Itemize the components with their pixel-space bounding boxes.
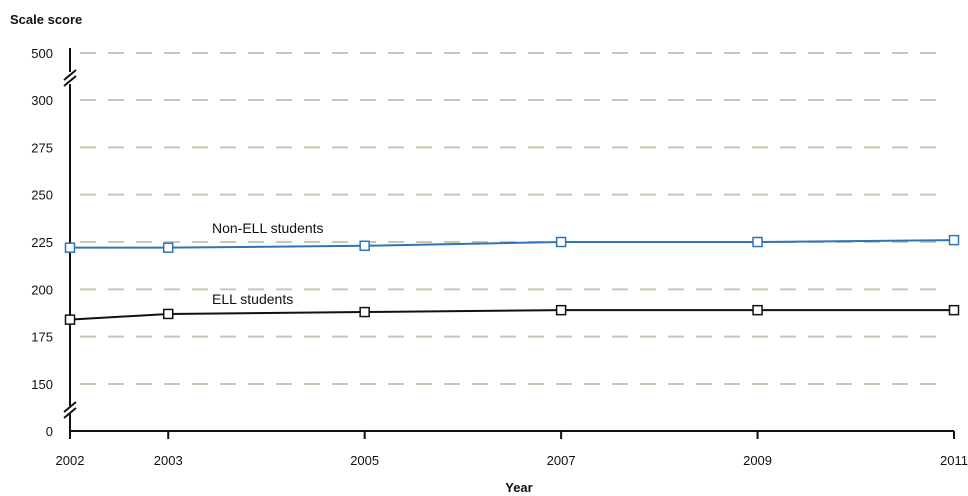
data-point bbox=[162, 308, 174, 320]
axis-break bbox=[63, 75, 77, 87]
data-point bbox=[359, 240, 370, 252]
x-tick-label: 2009 bbox=[743, 453, 772, 468]
data-point bbox=[752, 236, 763, 248]
data-point bbox=[555, 304, 567, 316]
y-tick-label: 500 bbox=[31, 46, 53, 61]
x-tick-label: 2007 bbox=[547, 453, 576, 468]
y-tick-label: 175 bbox=[31, 330, 53, 345]
series-label: Non-ELL students bbox=[212, 220, 324, 236]
y-tick-label: 275 bbox=[31, 140, 53, 155]
series-line bbox=[70, 239, 955, 249]
axis-break bbox=[63, 407, 77, 419]
y-tick-label: 200 bbox=[31, 282, 53, 297]
y-axis-title: Scale score bbox=[10, 12, 82, 27]
x-tick-label: 2002 bbox=[56, 453, 85, 468]
y-tick-label: 225 bbox=[31, 235, 53, 250]
axis-break bbox=[63, 69, 77, 81]
data-point bbox=[64, 242, 76, 253]
y-tick-label: 250 bbox=[31, 188, 53, 203]
x-tick-label: 2011 bbox=[940, 453, 968, 468]
series-line bbox=[69, 309, 954, 321]
y-tick-label: 0 bbox=[46, 424, 53, 439]
axis-break bbox=[63, 401, 77, 413]
data-point bbox=[64, 314, 76, 325]
series-ell: ELL students bbox=[64, 291, 960, 325]
data-point bbox=[948, 304, 960, 316]
series: Non-ELL students ELL students bbox=[64, 220, 960, 325]
data-point bbox=[555, 236, 567, 248]
data-point bbox=[162, 242, 174, 253]
data-point bbox=[752, 304, 763, 316]
y-tick-labels: 0 150 175 200 225 250 275 300 500 bbox=[31, 46, 53, 439]
series-non-ell: Non-ELL students bbox=[64, 220, 960, 253]
y-tick-label: 300 bbox=[31, 93, 53, 108]
x-tick-labels: 2002 2003 2005 2007 2009 2011 bbox=[56, 453, 968, 468]
series-label: ELL students bbox=[212, 291, 293, 307]
x-axis-title: Year bbox=[505, 480, 532, 495]
x-tick-label: 2005 bbox=[350, 453, 379, 468]
gridlines bbox=[80, 52, 948, 385]
y-tick-label: 150 bbox=[31, 377, 53, 392]
data-point bbox=[948, 234, 960, 246]
x-tick-label: 2003 bbox=[154, 453, 183, 468]
data-point bbox=[359, 306, 370, 318]
